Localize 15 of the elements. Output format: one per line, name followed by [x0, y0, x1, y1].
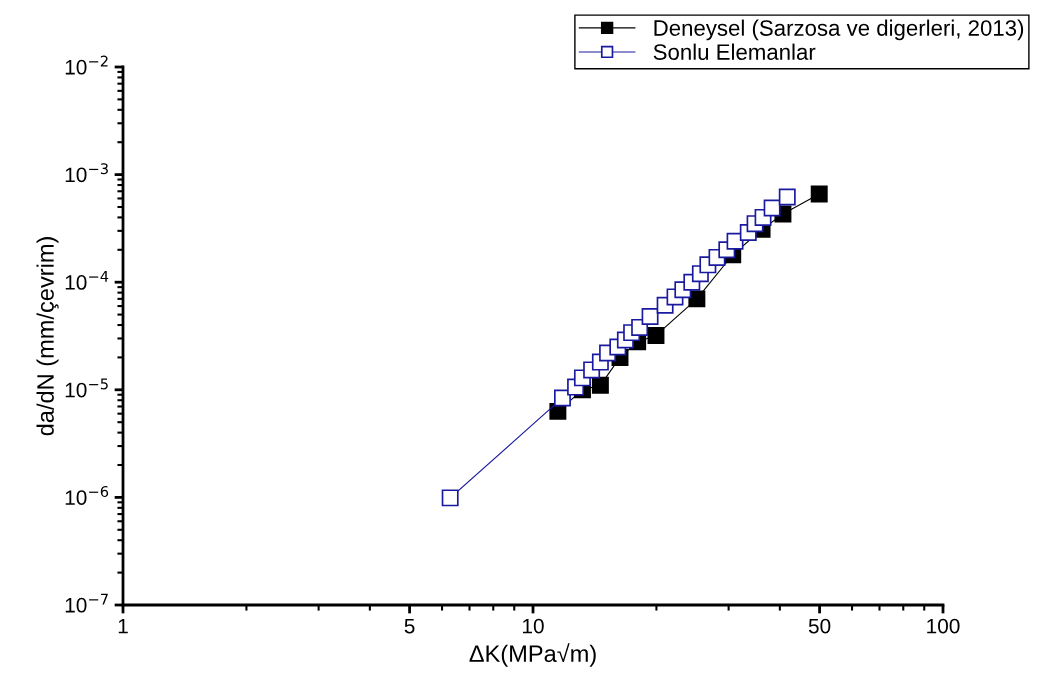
x-tick-label: 1: [118, 618, 128, 634]
y-tick-label: 10$^{−5}$: [65, 378, 108, 398]
x-tick-label: 50: [808, 618, 831, 634]
y-tick-label: 10$^{−2}$: [65, 55, 108, 75]
y-axis-title: da/dN (mm/çevrim): [36, 237, 59, 436]
y-tick-label: 10$^{−6}$: [65, 485, 109, 505]
legend-label: Sonlu Elemanlar: [653, 43, 816, 60]
x-tick-label: 5: [404, 618, 415, 634]
y-tick-label: 10$^{−3}$: [65, 163, 108, 183]
x-tick-label: 10: [523, 618, 544, 634]
y-tick-label: 10$^{−7}$: [65, 593, 108, 613]
y-tick-label: 10$^{−4}$: [65, 271, 109, 290]
x-tick-label: 100: [927, 618, 960, 634]
legend-label: Deneysel (Sarzosa ve digerleri, 2013): [654, 19, 1024, 41]
x-axis-title: ΔK(MPa√m): [469, 643, 596, 667]
